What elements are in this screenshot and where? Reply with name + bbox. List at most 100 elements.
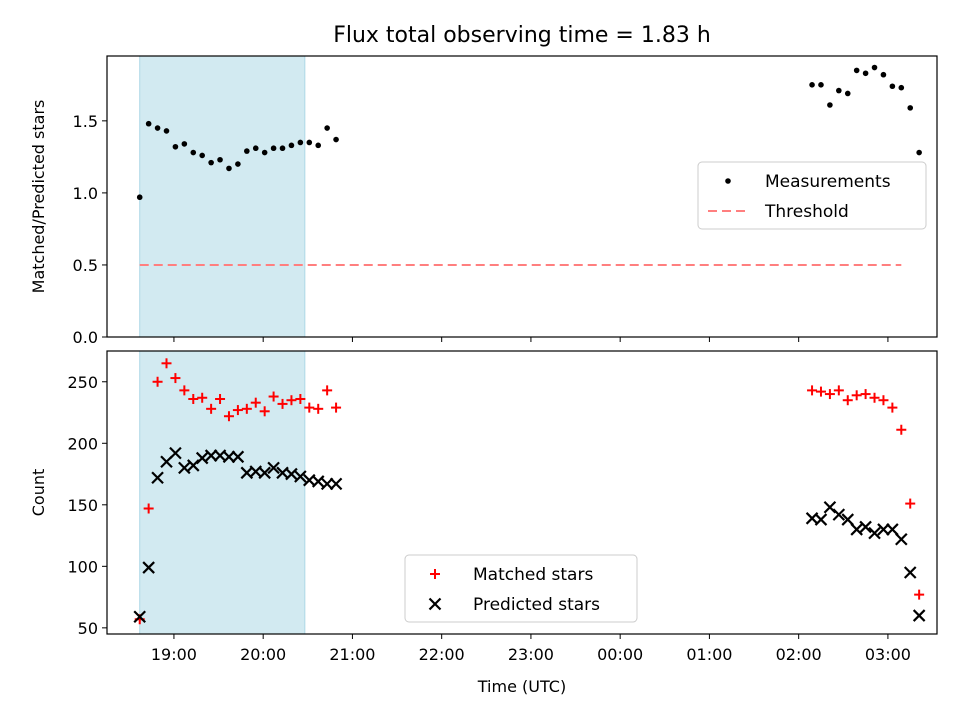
measurement-point [862,70,869,77]
measurement-point [333,136,339,143]
matched-star-point [286,395,297,406]
x-tick-label: 20:00 [240,645,286,664]
cross-b [428,597,442,611]
cross-b [285,467,298,481]
measurement-point [809,82,815,88]
measurement-point [172,143,179,150]
predicted-star-point [841,513,855,526]
cross-b [814,513,828,526]
measurement-point [898,84,905,91]
y-tick-label: 0.0 [73,328,98,347]
cross-b [267,461,280,475]
measurement-point [252,145,259,152]
measurement-point [853,67,860,74]
predicted-star-point [850,523,863,536]
legend-matched-marker [430,569,440,579]
predicted-star-point [320,477,334,491]
shaded-span [139,55,306,338]
y-tick-label: 250 [67,373,98,392]
x-tick-label: 23:00 [508,645,554,664]
matched-star-point [152,376,163,387]
predicted-star-point [832,508,846,521]
matched-star-point [869,392,880,403]
measurement-point [226,165,232,172]
matched-star-point [313,403,324,414]
measurement-point [827,102,833,108]
measurement-point [270,145,277,152]
matched-star-point [215,393,226,404]
cross-b [832,508,846,521]
measurement-point [145,120,152,127]
y-tick-label: 100 [67,557,98,576]
measurement-point [889,83,896,90]
predicted-star-point [204,449,218,462]
cross-b [823,500,837,514]
matched-star-point [170,373,181,384]
x-tick-label: 03:00 [865,645,911,664]
x-tick-label: 02:00 [776,645,822,664]
measurement-point [217,156,223,163]
cross-b [841,513,855,526]
matched-star-point [896,424,907,435]
cross-b [142,561,155,574]
bottom-legend: Matched stars Predicted stars [404,554,638,623]
predicted-star-point [329,477,343,491]
measurement-point [163,128,170,134]
predicted-star-point [294,470,307,483]
measurement-point [297,139,304,146]
predicted-star-point [814,513,828,526]
matched-star-point [161,358,172,369]
measurement-point [836,87,842,94]
matched-star-point [232,405,243,416]
matched-star-point [842,395,853,406]
y-tick-label: 0.5 [73,256,98,275]
y-tick-label: 200 [67,434,98,453]
measurement-point [844,90,851,97]
legend-predicted-label: Predicted stars [473,595,600,615]
cross-b [195,451,209,465]
matched-star-point [833,385,844,396]
matched-star-point [860,389,871,400]
matched-star-point [250,397,261,408]
measurement-point [261,149,268,156]
x-tick-label: 21:00 [329,645,375,664]
predicted-star-point [903,566,917,579]
predicted-star-point [142,561,155,574]
legend-measurement-marker [725,178,731,184]
measurement-point [154,125,161,131]
x-tick-label: 00:00 [597,645,643,664]
matched-star-point [259,406,270,417]
predicted-star-point [912,609,926,622]
cross-b [329,477,343,491]
cross-b [169,446,182,460]
matched-star-point [188,393,199,404]
matched-star-point [277,398,288,409]
cross-b [151,471,164,485]
cross-b [850,523,863,536]
cross-b [868,526,881,540]
measurement-point [315,142,322,149]
y-tick-label: 1.0 [73,184,98,203]
predicted-star-point [267,461,280,475]
cross-b [240,466,254,480]
cross-b [294,470,307,483]
cross-b [178,461,191,475]
predicted-star-point [133,610,147,624]
measurement-point [907,105,914,111]
measurement-point [199,152,205,159]
x-axis-label: Time (UTC) [477,677,566,696]
matched-star-point [851,390,862,401]
legend-threshold-label: Threshold [764,202,849,222]
measurement-point [208,159,214,166]
matched-star-point [241,403,252,414]
top-plot-frame [106,55,938,338]
matched-star-point [914,589,925,600]
predicted-star-point [895,532,908,546]
cross-b [222,450,236,464]
matched-star-point [179,385,190,396]
matched-star-point [824,389,835,400]
predicted-star-point [231,450,245,464]
bottom-legend-box [404,554,638,623]
cross-b [895,532,908,546]
